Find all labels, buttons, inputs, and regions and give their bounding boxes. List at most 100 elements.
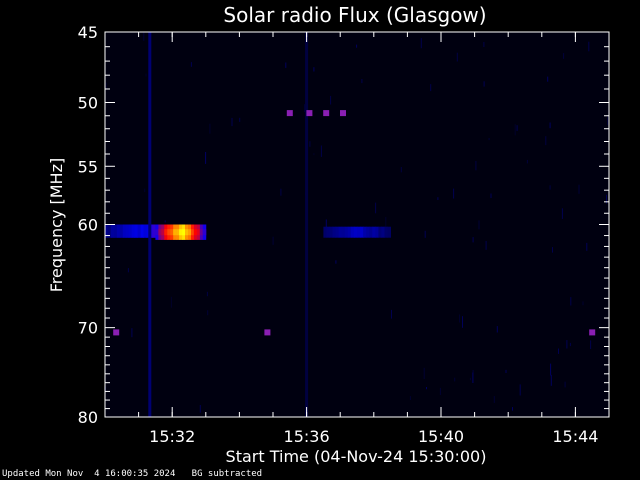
emission-band xyxy=(323,226,391,238)
noise-streak xyxy=(570,297,572,306)
footer: Updated Mon Nov 4 16:00:35 2024 BG subtr… xyxy=(2,469,262,479)
noise-streak xyxy=(564,381,566,388)
band-cell xyxy=(105,224,109,238)
noise-streak xyxy=(304,104,306,113)
noise-streak xyxy=(590,340,592,349)
noise-streak xyxy=(505,369,507,373)
noise-streak xyxy=(164,220,166,223)
band-cell xyxy=(113,224,118,238)
x-tick-label: 15:40 xyxy=(418,427,464,446)
noise-streak xyxy=(272,236,274,245)
vertical-burst-line xyxy=(305,32,309,417)
noise-streak xyxy=(459,314,461,323)
y-axis: 45 50 55 60 70 80 xyxy=(78,23,609,427)
noise-streak xyxy=(439,387,441,395)
noise-streak xyxy=(493,396,495,403)
noise-streak xyxy=(280,188,282,196)
band-cell xyxy=(350,226,355,238)
band-cell xyxy=(326,226,330,238)
noise-streak xyxy=(424,230,426,238)
y-tick-label: 80 xyxy=(78,408,98,427)
band-core-cell xyxy=(164,229,168,236)
y-tick-label: 50 xyxy=(78,94,98,113)
noise-streak xyxy=(483,42,485,47)
bg-subtracted-note: BG subtracted xyxy=(191,469,263,479)
noise-streak xyxy=(361,79,363,84)
noise-streak xyxy=(426,387,427,390)
vertical-burst-line xyxy=(148,32,152,417)
noise-streak xyxy=(453,188,455,199)
band-cell xyxy=(338,226,343,238)
band-core-cell xyxy=(179,229,183,236)
noise-streak xyxy=(430,84,432,92)
noise-streak xyxy=(400,167,402,173)
noise-streak xyxy=(552,247,553,253)
noise-streak xyxy=(490,193,492,198)
band-cell xyxy=(378,226,382,238)
noise-streak xyxy=(475,161,477,171)
noise-streak xyxy=(558,348,559,354)
noise-streak xyxy=(190,62,192,67)
noise-streak xyxy=(578,184,580,194)
band-cell xyxy=(387,226,391,238)
band-cell xyxy=(353,226,358,238)
x-axis: 15:32 15:36 15:40 15:44 xyxy=(104,32,610,446)
band-cell xyxy=(366,226,370,238)
chart-title: Solar radio Flux (Glasgow) xyxy=(223,3,486,27)
noise-streak xyxy=(209,123,211,134)
noise-streak xyxy=(325,219,327,232)
background-noise xyxy=(105,32,609,413)
noise-streak xyxy=(145,73,147,77)
noise-streak xyxy=(519,384,521,396)
noise-streak xyxy=(313,153,315,156)
band-cell xyxy=(116,224,121,238)
y-tick-label: 70 xyxy=(78,319,98,338)
band-core-cell xyxy=(161,229,165,236)
y-axis-label: Frequency [MHz] xyxy=(47,158,66,292)
band-cell xyxy=(119,224,124,238)
noise-streak xyxy=(472,237,474,243)
x-tick-label: 15:44 xyxy=(552,427,598,446)
noise-streak xyxy=(437,197,439,200)
noise-streak xyxy=(385,217,387,229)
band-cell xyxy=(137,224,141,238)
band-core-cell xyxy=(185,229,189,236)
noise-streak xyxy=(606,194,607,204)
noise-streak xyxy=(320,145,322,157)
interference-dot xyxy=(306,110,313,117)
noise-streak xyxy=(483,81,485,87)
band-core-cell xyxy=(182,229,186,236)
interference-dot xyxy=(340,110,346,117)
noise-streak xyxy=(207,310,209,316)
band-cell xyxy=(369,226,373,238)
noise-streak xyxy=(199,405,201,413)
band-core-cell xyxy=(158,229,162,236)
noise-streak xyxy=(582,301,584,306)
y-tick-label: 45 xyxy=(78,23,98,42)
noise-streak xyxy=(205,152,207,164)
band-core-cell xyxy=(155,229,159,236)
noise-streak xyxy=(144,188,146,193)
band-cell xyxy=(375,226,379,238)
x-tick-label: 15:36 xyxy=(284,427,330,446)
noise-streak xyxy=(423,367,425,379)
noise-streak xyxy=(488,138,490,141)
noise-streak xyxy=(496,326,498,333)
noise-streak xyxy=(561,208,563,219)
band-core-cell xyxy=(202,229,207,236)
band-core-cell xyxy=(193,229,198,236)
noise-streak xyxy=(127,268,129,273)
noise-streak xyxy=(472,370,474,373)
noise-streak xyxy=(285,62,287,68)
noise-streak xyxy=(309,141,311,147)
noise-streak xyxy=(462,316,463,328)
noise-streak xyxy=(206,291,208,297)
noise-streak xyxy=(549,122,551,129)
band-cell xyxy=(329,226,333,238)
band-cell xyxy=(110,224,115,238)
band-core-cell xyxy=(170,229,174,236)
emission-band xyxy=(155,224,207,240)
band-cell xyxy=(344,226,349,238)
band-cell xyxy=(372,226,376,238)
noise-streak xyxy=(472,372,474,383)
